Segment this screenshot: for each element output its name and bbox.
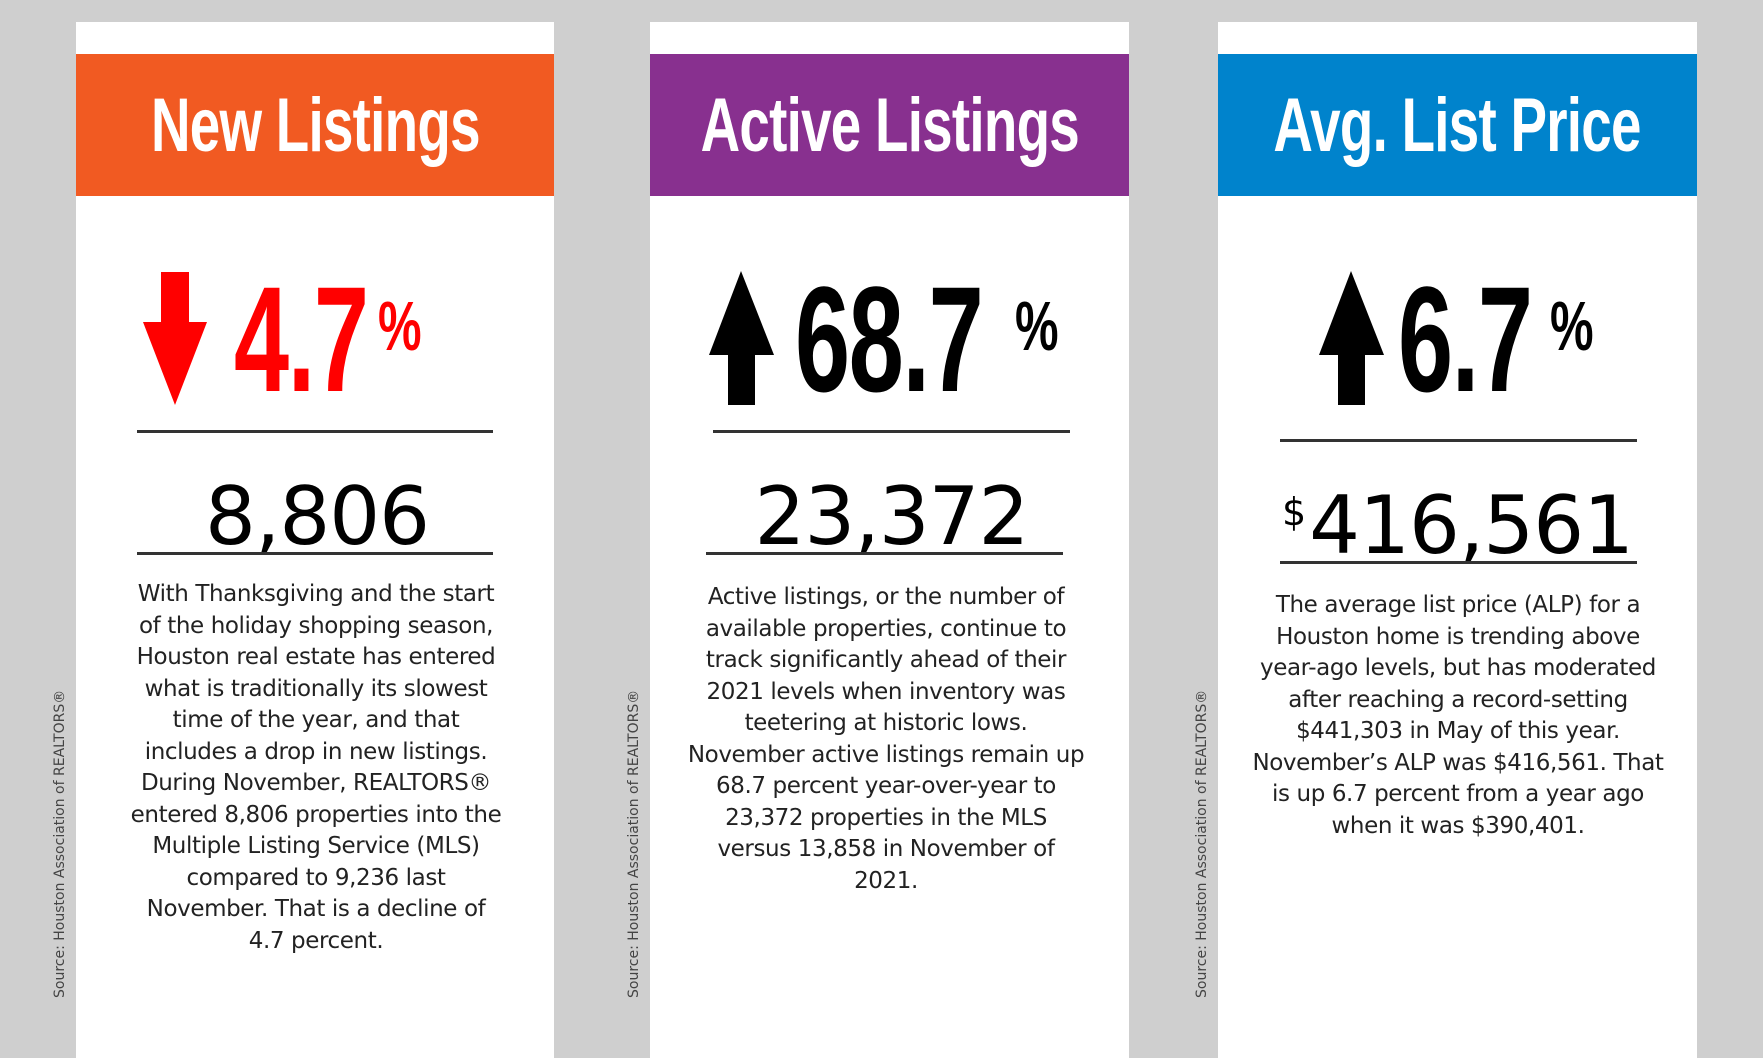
- divider: [706, 552, 1063, 555]
- value-number: 416,561: [1309, 479, 1634, 572]
- arrow-up-icon: [1319, 271, 1384, 405]
- description: With Thanksgiving and the start of the h…: [130, 581, 502, 954]
- change-stat: 4.7 %: [76, 255, 554, 423]
- card-active-listings: Active Listings 68.7 % 23,372 Active lis…: [650, 22, 1129, 1058]
- percent-sign: %: [1015, 287, 1059, 365]
- divider: [713, 430, 1070, 433]
- change-percent: 4.7: [234, 255, 369, 423]
- card-title: Avg. List Price: [1273, 82, 1642, 168]
- divider: [1280, 561, 1637, 564]
- currency-symbol: $: [1281, 490, 1306, 534]
- card-avg-list-price: Avg. List Price 6.7 % $416,561 The avera…: [1218, 22, 1697, 1058]
- divider: [1280, 439, 1637, 442]
- description: The average list price (ALP) for a Houst…: [1252, 592, 1664, 839]
- card-title: Active Listings: [700, 82, 1079, 168]
- metric-value: 23,372: [650, 458, 1129, 562]
- change-percent: 68.7: [795, 255, 984, 423]
- percent-sign: %: [1550, 287, 1594, 365]
- metric-value: 8,806: [76, 458, 554, 562]
- change-percent: 6.7: [1398, 255, 1533, 423]
- divider: [137, 552, 493, 555]
- value-number: 23,372: [754, 470, 1030, 563]
- percent-sign: %: [378, 287, 422, 365]
- source-label: Source: Houston Association of REALTORS®: [52, 689, 68, 998]
- card-new-listings: New Listings 4.7 % 8,806 With Thanksgivi…: [76, 22, 554, 1058]
- source-label: Source: Houston Association of REALTORS®: [626, 689, 642, 998]
- change-stat: 6.7 %: [1218, 255, 1697, 423]
- value-number: 8,806: [204, 470, 430, 563]
- card-header: Active Listings: [650, 54, 1129, 196]
- metric-value: $416,561: [1218, 467, 1697, 571]
- arrow-up-icon: [709, 271, 774, 405]
- source-label: Source: Houston Association of REALTORS®: [1194, 689, 1210, 998]
- card-title: New Listings: [150, 82, 481, 168]
- arrow-down-icon: [143, 272, 207, 405]
- card-header: Avg. List Price: [1218, 54, 1697, 196]
- divider: [137, 430, 493, 433]
- description: Active listings, or the number of availa…: [687, 584, 1085, 894]
- change-stat: 68.7 %: [650, 255, 1129, 423]
- card-header: New Listings: [76, 54, 554, 196]
